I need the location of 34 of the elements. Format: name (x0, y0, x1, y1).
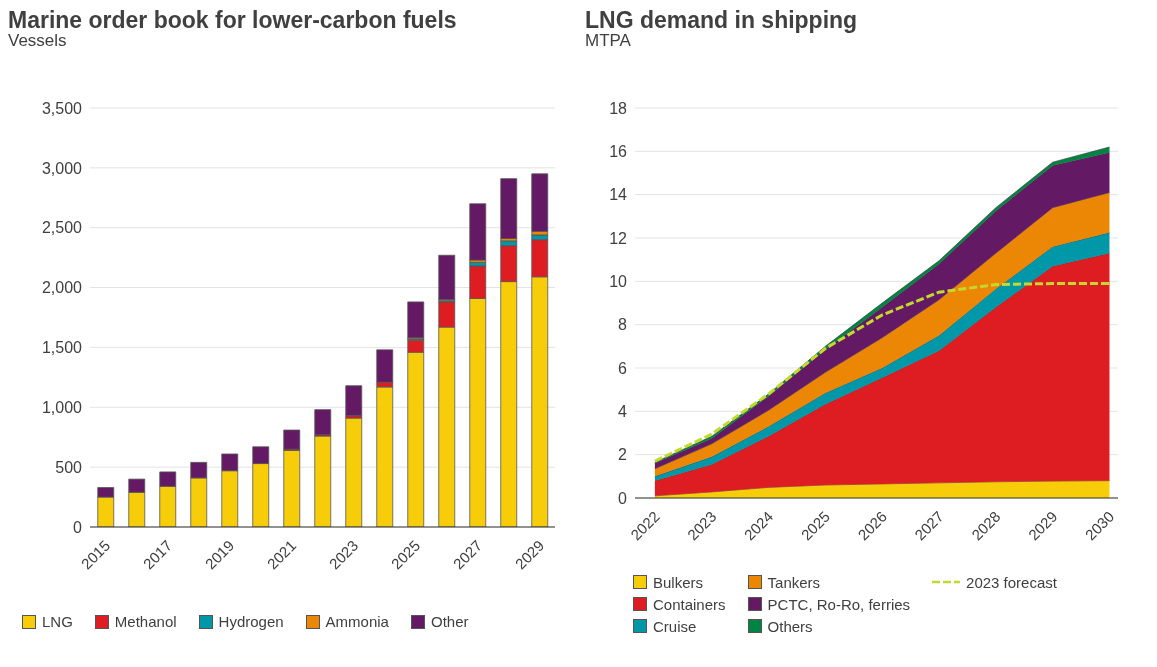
y-tick-label: 1,500 (41, 339, 83, 357)
legend-label: Bulkers (653, 573, 704, 591)
y-tick-label: 6 (618, 359, 628, 377)
y-tick-label: 2 (618, 446, 628, 464)
y-tick-label: 14 (609, 186, 628, 204)
legend-label: 2023 forecast (966, 573, 1057, 591)
legend-label: Tankers (767, 573, 821, 591)
y-tick-label: 8 (618, 316, 628, 334)
legend-label: LNG (42, 613, 73, 630)
y-tick-label: 4 (618, 403, 628, 421)
legend-label: Hydrogen (218, 613, 284, 630)
y-tick-label: 2,500 (41, 219, 83, 237)
chart-title: Marine order book for lower-carbon fuels (8, 7, 458, 33)
legend-label: Others (767, 617, 813, 635)
legend-label: Ammonia (325, 613, 389, 630)
y-tick-label: 18 (609, 99, 628, 117)
y-tick-label: 3,000 (41, 159, 83, 177)
chart-title: LNG demand in shipping (585, 7, 859, 33)
chart-subtitle: Vessels (8, 31, 68, 50)
legend-label: Methanol (114, 613, 177, 630)
legend-label: PCTC, Ro-Ro, ferries (767, 595, 911, 613)
legend-label: Containers (653, 595, 726, 613)
y-tick-label: 500 (55, 458, 83, 476)
y-tick-label: 1,000 (41, 398, 83, 416)
y-tick-label: 2,000 (41, 279, 83, 297)
y-tick-label: 0 (618, 489, 628, 507)
legend-label: Other (430, 613, 469, 630)
y-tick-label: 12 (609, 229, 628, 247)
y-tick-label: 3,500 (41, 99, 83, 117)
y-tick-label: 10 (609, 273, 628, 291)
y-tick-label: 16 (609, 143, 628, 161)
y-tick-label: 0 (73, 518, 83, 536)
chart-subtitle: MTPA (585, 31, 632, 50)
legend-label: Cruise (653, 617, 697, 635)
